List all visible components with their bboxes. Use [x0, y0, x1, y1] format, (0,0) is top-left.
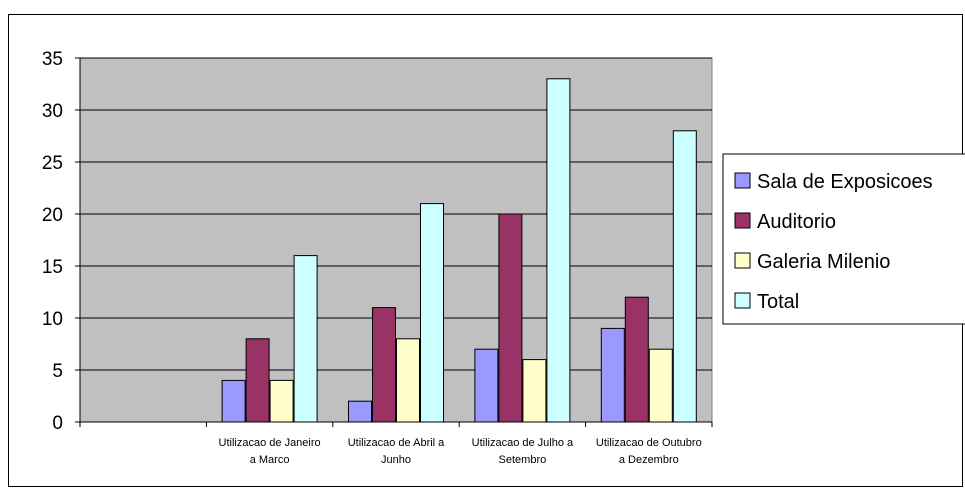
- x-tick-label: Utilizacao de Julho a: [472, 437, 574, 449]
- y-tick-label: 0: [52, 413, 63, 434]
- legend-box: [722, 153, 965, 325]
- y-tick-label: 10: [42, 309, 63, 330]
- bar: [672, 130, 697, 423]
- y-tick-label: 25: [42, 153, 63, 174]
- legend-swatch: [734, 252, 751, 269]
- x-tick-label: Junho: [381, 454, 411, 466]
- y-tick-label: 5: [52, 361, 63, 382]
- legend-label: Auditorio: [757, 211, 836, 233]
- x-tick-label: Utilizacao de Janeiro: [219, 437, 321, 449]
- bar: [600, 327, 625, 423]
- bar: [348, 400, 372, 423]
- x-tick-label: a Marco: [250, 454, 290, 466]
- x-tick-label: Utilizacao de Outubro: [596, 437, 702, 449]
- legend-label: Sala de Exposicoes: [757, 171, 933, 193]
- x-tick-label: a Dezembro: [619, 454, 679, 466]
- y-tick-label: 30: [42, 101, 63, 122]
- bar: [221, 379, 246, 423]
- y-tick-label: 20: [42, 205, 63, 226]
- bar: [420, 203, 444, 423]
- x-tick-label: Setembro: [499, 454, 547, 466]
- bar: [269, 379, 294, 423]
- y-tick-label: 35: [42, 49, 63, 70]
- y-tick-label: 15: [42, 257, 63, 278]
- legend-label: Galeria Milenio: [757, 251, 890, 273]
- bar: [245, 338, 270, 423]
- legend-swatch: [734, 212, 751, 229]
- legend-swatch: [734, 292, 751, 309]
- bar: [372, 307, 396, 423]
- bar: [522, 359, 547, 423]
- bar: [396, 338, 420, 423]
- x-tick-label: Utilizacao de Abril a: [348, 437, 445, 449]
- bar: [624, 296, 649, 423]
- bar: [648, 348, 673, 423]
- bar: [474, 348, 499, 423]
- bar: [498, 213, 523, 423]
- legend-swatch: [734, 172, 751, 189]
- bar: [546, 78, 571, 423]
- legend-label: Total: [757, 291, 799, 313]
- bar: [293, 255, 318, 423]
